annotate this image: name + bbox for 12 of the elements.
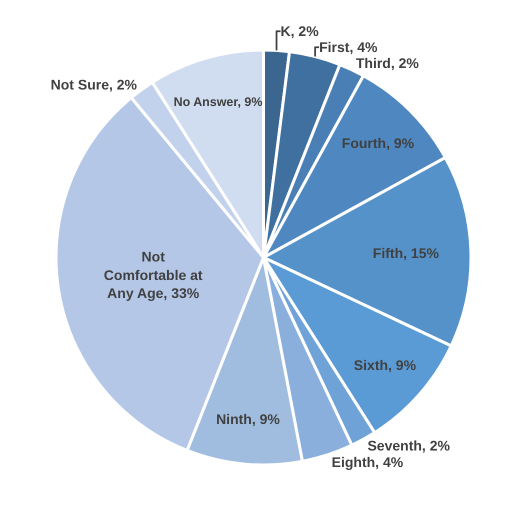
slice-label: Ninth, 9% — [216, 411, 280, 428]
slice-label: Not Sure, 2% — [50, 76, 138, 92]
slice-label: Fifth, 15% — [372, 245, 440, 262]
slice-label: Not Comfortable at Any Age, 33% — [104, 248, 203, 302]
slice-label: No Answer, 9% — [174, 95, 262, 110]
slice-label: First, 4% — [319, 39, 378, 56]
slice-label: K, 2% — [280, 23, 320, 40]
slice-label: Seventh, 2% — [367, 437, 450, 454]
slice-label: Third, 2% — [356, 55, 420, 72]
slice-label: Sixth, 9% — [354, 356, 417, 373]
slice-label: Fourth, 9% — [342, 134, 415, 151]
slice-label: Eighth, 4% — [332, 454, 404, 470]
